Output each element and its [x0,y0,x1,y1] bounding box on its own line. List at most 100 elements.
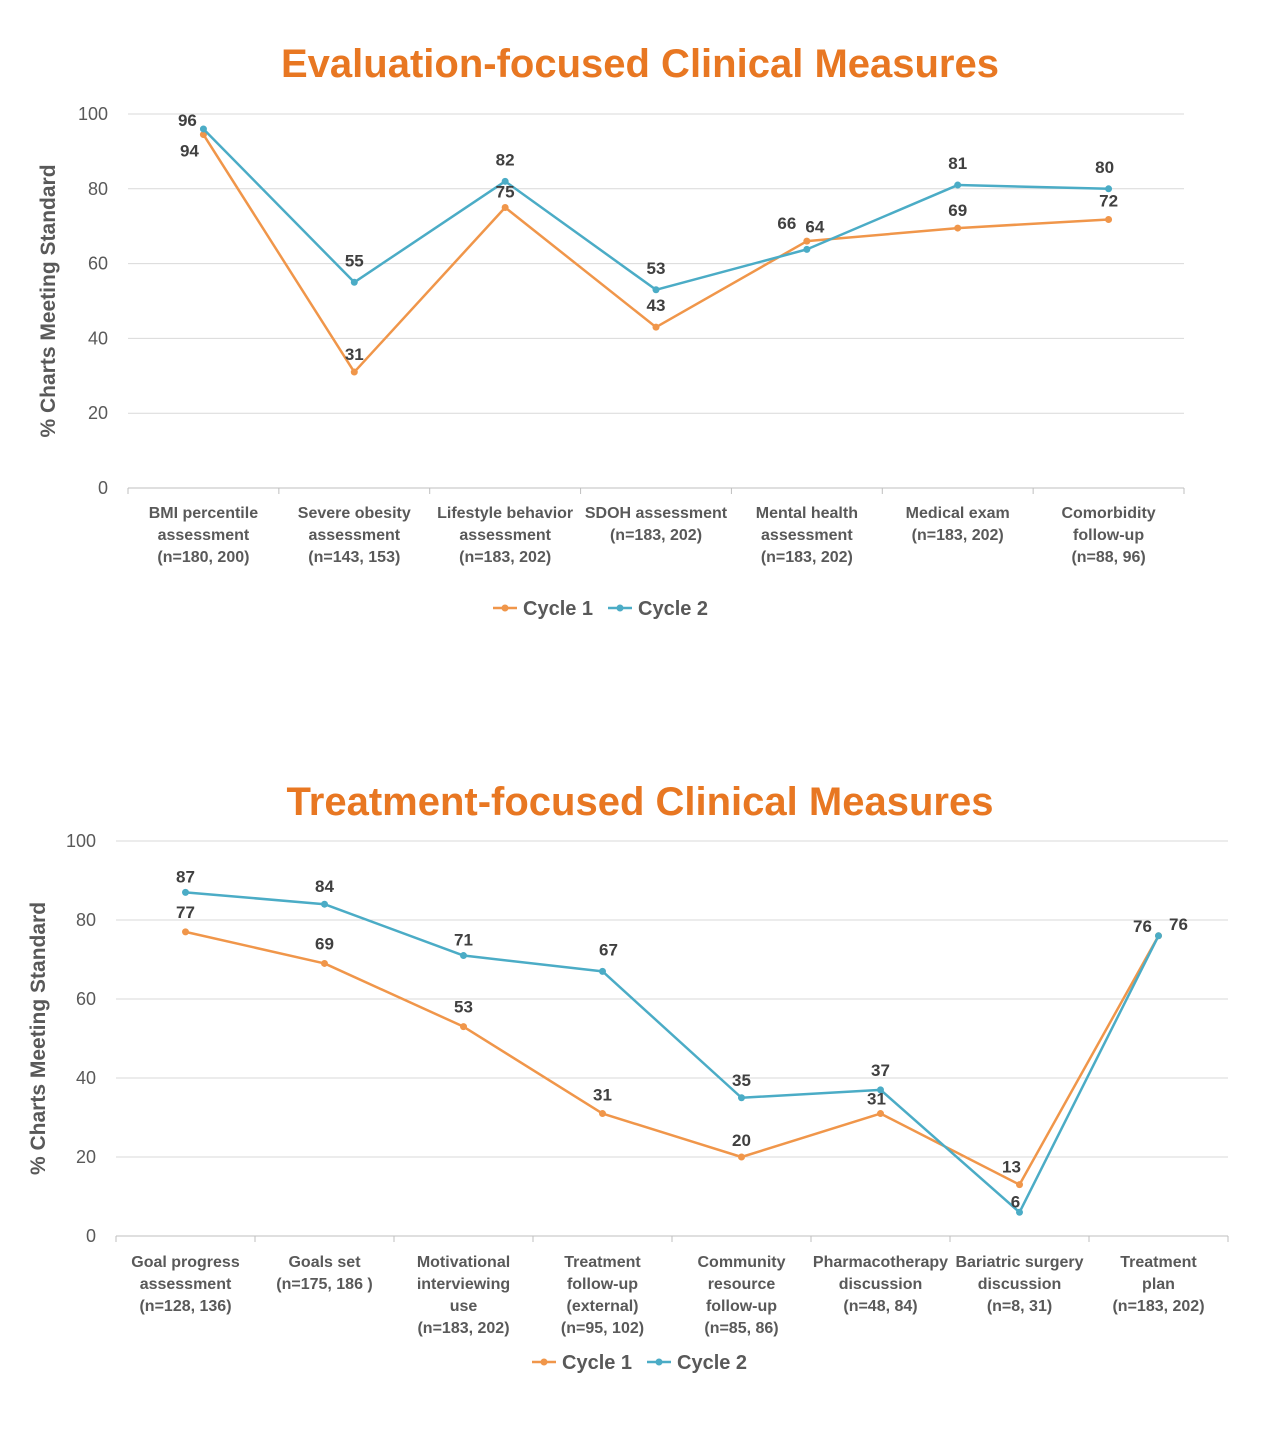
legend-label: Cycle 1 [523,598,593,620]
y-tick-label: 80 [76,910,96,930]
x-category-line: discussion [978,1276,1062,1293]
data-point [321,900,328,908]
x-category-label: Goal progress assessment (n=128, 136) [131,1254,240,1315]
data-point [1016,1208,1023,1216]
x-category-label: Goals set (n=175, 186 ) [276,1254,373,1293]
y-tick-label: 40 [76,1068,96,1088]
y-axis-title: % Charts Meeting Standard [27,902,50,1175]
x-category-line: assessment [761,527,853,544]
y-tick-label: 20 [88,403,108,423]
x-category-line: Lifestyle behavior [437,505,573,522]
x-category-line: BMI percentile [149,505,258,522]
data-label: 55 [345,251,364,270]
data-point [460,1023,467,1031]
x-category-line: interviewing [417,1276,510,1293]
data-point [350,368,358,376]
x-category-line: assessment [140,1276,232,1293]
x-category-line: (n=143, 153) [308,549,400,566]
data-point [199,131,207,139]
data-label: 53 [647,259,666,278]
data-label: 76 [1133,917,1152,936]
x-category-line: (n=88, 96) [1071,549,1145,566]
legend-label: Cycle 2 [677,1352,747,1374]
chart-title: Treatment-focused Clinical Measures [286,780,994,824]
data-label: 81 [948,154,967,173]
legend-marker [501,604,509,612]
y-tick-label: 80 [88,179,108,199]
x-category-label: Treatment follow-up (external) (n=95, 102) [561,1254,644,1337]
x-category-line: Community [698,1254,786,1271]
data-point [738,1153,745,1161]
data-label: 35 [732,1071,751,1090]
data-label: 31 [867,1090,886,1109]
data-label: 84 [315,877,334,896]
x-category-line: use [450,1298,478,1315]
x-category-line: Bariatric surgery [955,1254,1083,1271]
x-category-line: Treatment [1120,1254,1197,1271]
x-category-label: Severe obesity assessment (n=143, 153) [298,505,411,566]
evaluation-chart: Evaluation-focused Clinical Measures 0 20… [0,0,1280,660]
data-point [599,967,606,975]
x-category-label: SDOH assessment (n=183, 202) [585,505,728,544]
legend-marker [616,604,624,612]
x-category-line: (n=180, 200) [157,549,249,566]
data-point [1105,215,1113,223]
data-label: 43 [647,296,666,315]
data-label: 20 [732,1131,751,1150]
data-point [460,952,467,960]
y-tick-label: 100 [66,831,96,851]
x-category-label: Community resource follow-up (n=85, 86) [698,1254,786,1337]
x-category-line: Comorbidity [1061,505,1155,522]
data-point [1105,185,1113,193]
x-category-line: Mental health [756,505,858,522]
x-category-line: Motivational [417,1254,510,1271]
data-point [350,278,358,286]
y-tick-label: 40 [88,328,108,348]
x-category-label: Mental health assessment (n=183, 202) [756,505,858,566]
x-category-line: Pharmacotherapy [813,1254,948,1271]
data-point [877,1110,884,1118]
x-category-line: resource [708,1276,776,1293]
treatment-chart: Treatment-focused Clinical Measures 0 20 4… [0,740,1280,1420]
x-category-line: (n=48, 84) [843,1298,917,1315]
x-category-line: Treatment [564,1254,641,1271]
treatment-plot: 0 20 40 60 80 100 % Charts Meeting Standard Goa… [27,831,1229,1374]
x-category-line: assessment [459,527,551,544]
x-category-line: Severe obesity [298,505,411,522]
data-point [738,1094,745,1102]
data-point [954,224,962,232]
x-category-label: BMI percentile assessment (n=180, 200) [149,505,258,566]
data-point [321,959,328,967]
y-axis-title: % Charts Meeting Standard [37,164,60,437]
data-point [501,177,509,185]
data-point [1155,932,1162,940]
y-tick-label: 0 [98,478,108,498]
data-point [803,237,811,245]
y-tick-label: 20 [76,1147,96,1167]
x-category-label: Treatment plan (n=183, 202) [1112,1254,1204,1315]
x-category-label: Bariatric surgery discussion (n=8, 31) [955,1254,1083,1315]
x-category-line: (external) [566,1298,638,1315]
legend-marker [540,1358,548,1366]
data-label: 75 [496,183,515,202]
data-label: 64 [805,217,824,236]
x-category-label: Lifestyle behavior assessment (n=183, 202) [437,505,573,566]
data-point [182,928,189,936]
series-line-cycle-2 [185,891,1160,1214]
data-label: 87 [176,867,195,886]
series-line-cycle-1 [202,133,1109,374]
data-label: 13 [1002,1158,1021,1177]
y-tick-label: 60 [88,254,108,274]
x-category-line: (n=85, 86) [704,1320,778,1337]
x-category-line: SDOH assessment [585,505,728,522]
x-category-label: Medical exam (n=183, 202) [906,505,1010,544]
data-point [954,181,962,189]
data-point [652,286,660,294]
data-label: 71 [454,931,473,950]
data-label: 53 [454,998,473,1017]
data-point [599,1110,606,1118]
legend-marker [655,1358,663,1366]
data-point [877,1086,884,1094]
data-label: 94 [180,142,199,161]
data-label: 31 [593,1086,612,1105]
